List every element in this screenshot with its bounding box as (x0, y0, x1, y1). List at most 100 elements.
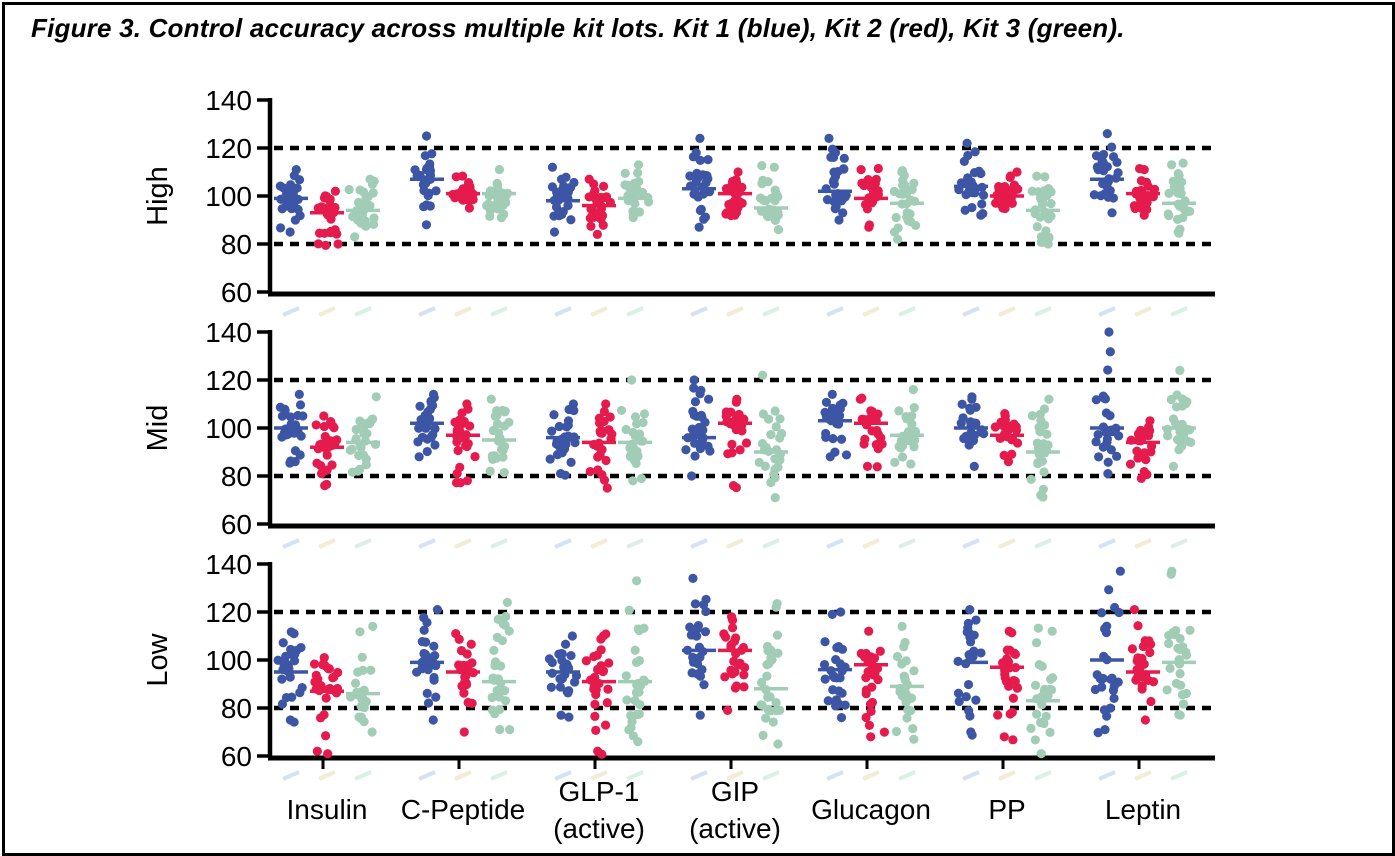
data-point (1035, 409, 1045, 419)
data-point (866, 406, 876, 416)
data-point (1137, 653, 1147, 664)
faint-lot-label-artifact (1034, 306, 1052, 317)
data-point (700, 627, 711, 637)
cluster-high-1-kit1 (410, 131, 444, 317)
data-point (906, 705, 916, 716)
faint-lot-label-artifact (490, 306, 508, 317)
data-point (775, 705, 785, 715)
data-point (970, 147, 980, 157)
data-point (953, 688, 964, 698)
data-point (819, 659, 830, 670)
faint-lot-label-artifact (554, 306, 572, 317)
data-point (290, 215, 301, 225)
data-point (741, 438, 752, 448)
panel-mid: Mid 60 80 100 120 140 (142, 317, 1215, 549)
data-point (585, 213, 595, 223)
data-point (499, 209, 509, 219)
data-point (1167, 160, 1177, 170)
faint-lot-label-artifact (590, 306, 608, 317)
data-point (485, 211, 495, 222)
data-point (461, 680, 472, 690)
data-point (1032, 709, 1042, 719)
data-point (692, 631, 702, 641)
data-point (633, 207, 643, 217)
data-point (621, 671, 631, 681)
data-point (601, 629, 611, 639)
cluster-mid-0-kit2 (310, 411, 344, 549)
data-point (1115, 566, 1125, 576)
data-point (1173, 434, 1183, 445)
data-point (834, 215, 844, 225)
data-point (547, 657, 557, 668)
data-point (466, 639, 476, 649)
data-point (463, 697, 473, 708)
data-point (859, 439, 869, 449)
data-point (820, 637, 830, 647)
data-point (492, 419, 503, 429)
data-point (357, 652, 367, 662)
cluster-mid-6-kit1 (1090, 327, 1124, 549)
data-point (367, 727, 377, 737)
data-point (359, 428, 369, 439)
data-point (1036, 237, 1046, 247)
cluster-low-5-kit3 (1026, 623, 1060, 781)
faint-lot-label-artifact (762, 538, 780, 549)
data-point (967, 394, 977, 404)
data-point (601, 455, 611, 466)
data-point (1170, 418, 1181, 428)
y-tick-label: 140 (205, 549, 252, 580)
data-point (630, 431, 640, 441)
faint-lot-label-artifact (726, 770, 744, 781)
data-point (277, 432, 287, 442)
data-point (758, 730, 768, 740)
data-point (867, 682, 877, 692)
data-point (631, 458, 641, 468)
data-point (771, 422, 781, 432)
data-point (960, 205, 970, 215)
data-point (355, 185, 365, 195)
data-point (1178, 699, 1189, 709)
faint-lot-label-artifact (726, 306, 744, 317)
data-point (1032, 171, 1042, 181)
data-point (1047, 626, 1057, 636)
data-point (695, 671, 706, 681)
data-point (319, 710, 329, 720)
data-point (969, 168, 980, 178)
data-point (1114, 607, 1124, 618)
data-point (1001, 424, 1011, 435)
data-point (893, 234, 903, 244)
data-point (419, 625, 429, 635)
data-point (350, 678, 361, 688)
data-point (490, 709, 500, 719)
data-point (470, 451, 480, 462)
faint-lot-label-artifact (1134, 538, 1152, 549)
faint-lot-label-artifact (418, 770, 436, 781)
faint-lot-label-artifact (554, 770, 572, 781)
data-point (426, 432, 436, 442)
data-point (1109, 693, 1119, 703)
data-point (295, 688, 305, 698)
data-point (822, 195, 833, 205)
data-point (1002, 645, 1013, 655)
data-point (366, 665, 376, 675)
data-point (327, 460, 337, 470)
data-point (907, 411, 917, 421)
faint-lot-label-artifact (282, 770, 300, 781)
faint-lot-label-artifact (898, 538, 916, 549)
data-point (564, 712, 574, 722)
data-point (350, 232, 360, 242)
data-point (1135, 193, 1145, 203)
data-point (1125, 459, 1136, 469)
data-point (569, 405, 579, 416)
data-point (323, 749, 333, 759)
data-point (631, 187, 641, 197)
data-point (1129, 605, 1140, 615)
data-point (829, 175, 839, 185)
y-tick-label: 140 (205, 317, 252, 348)
data-point (1176, 680, 1186, 690)
category-label-glp-1-active-: GLP-1 (active) (553, 776, 645, 844)
data-point (414, 452, 424, 462)
data-point (495, 197, 505, 207)
data-point (703, 155, 713, 165)
